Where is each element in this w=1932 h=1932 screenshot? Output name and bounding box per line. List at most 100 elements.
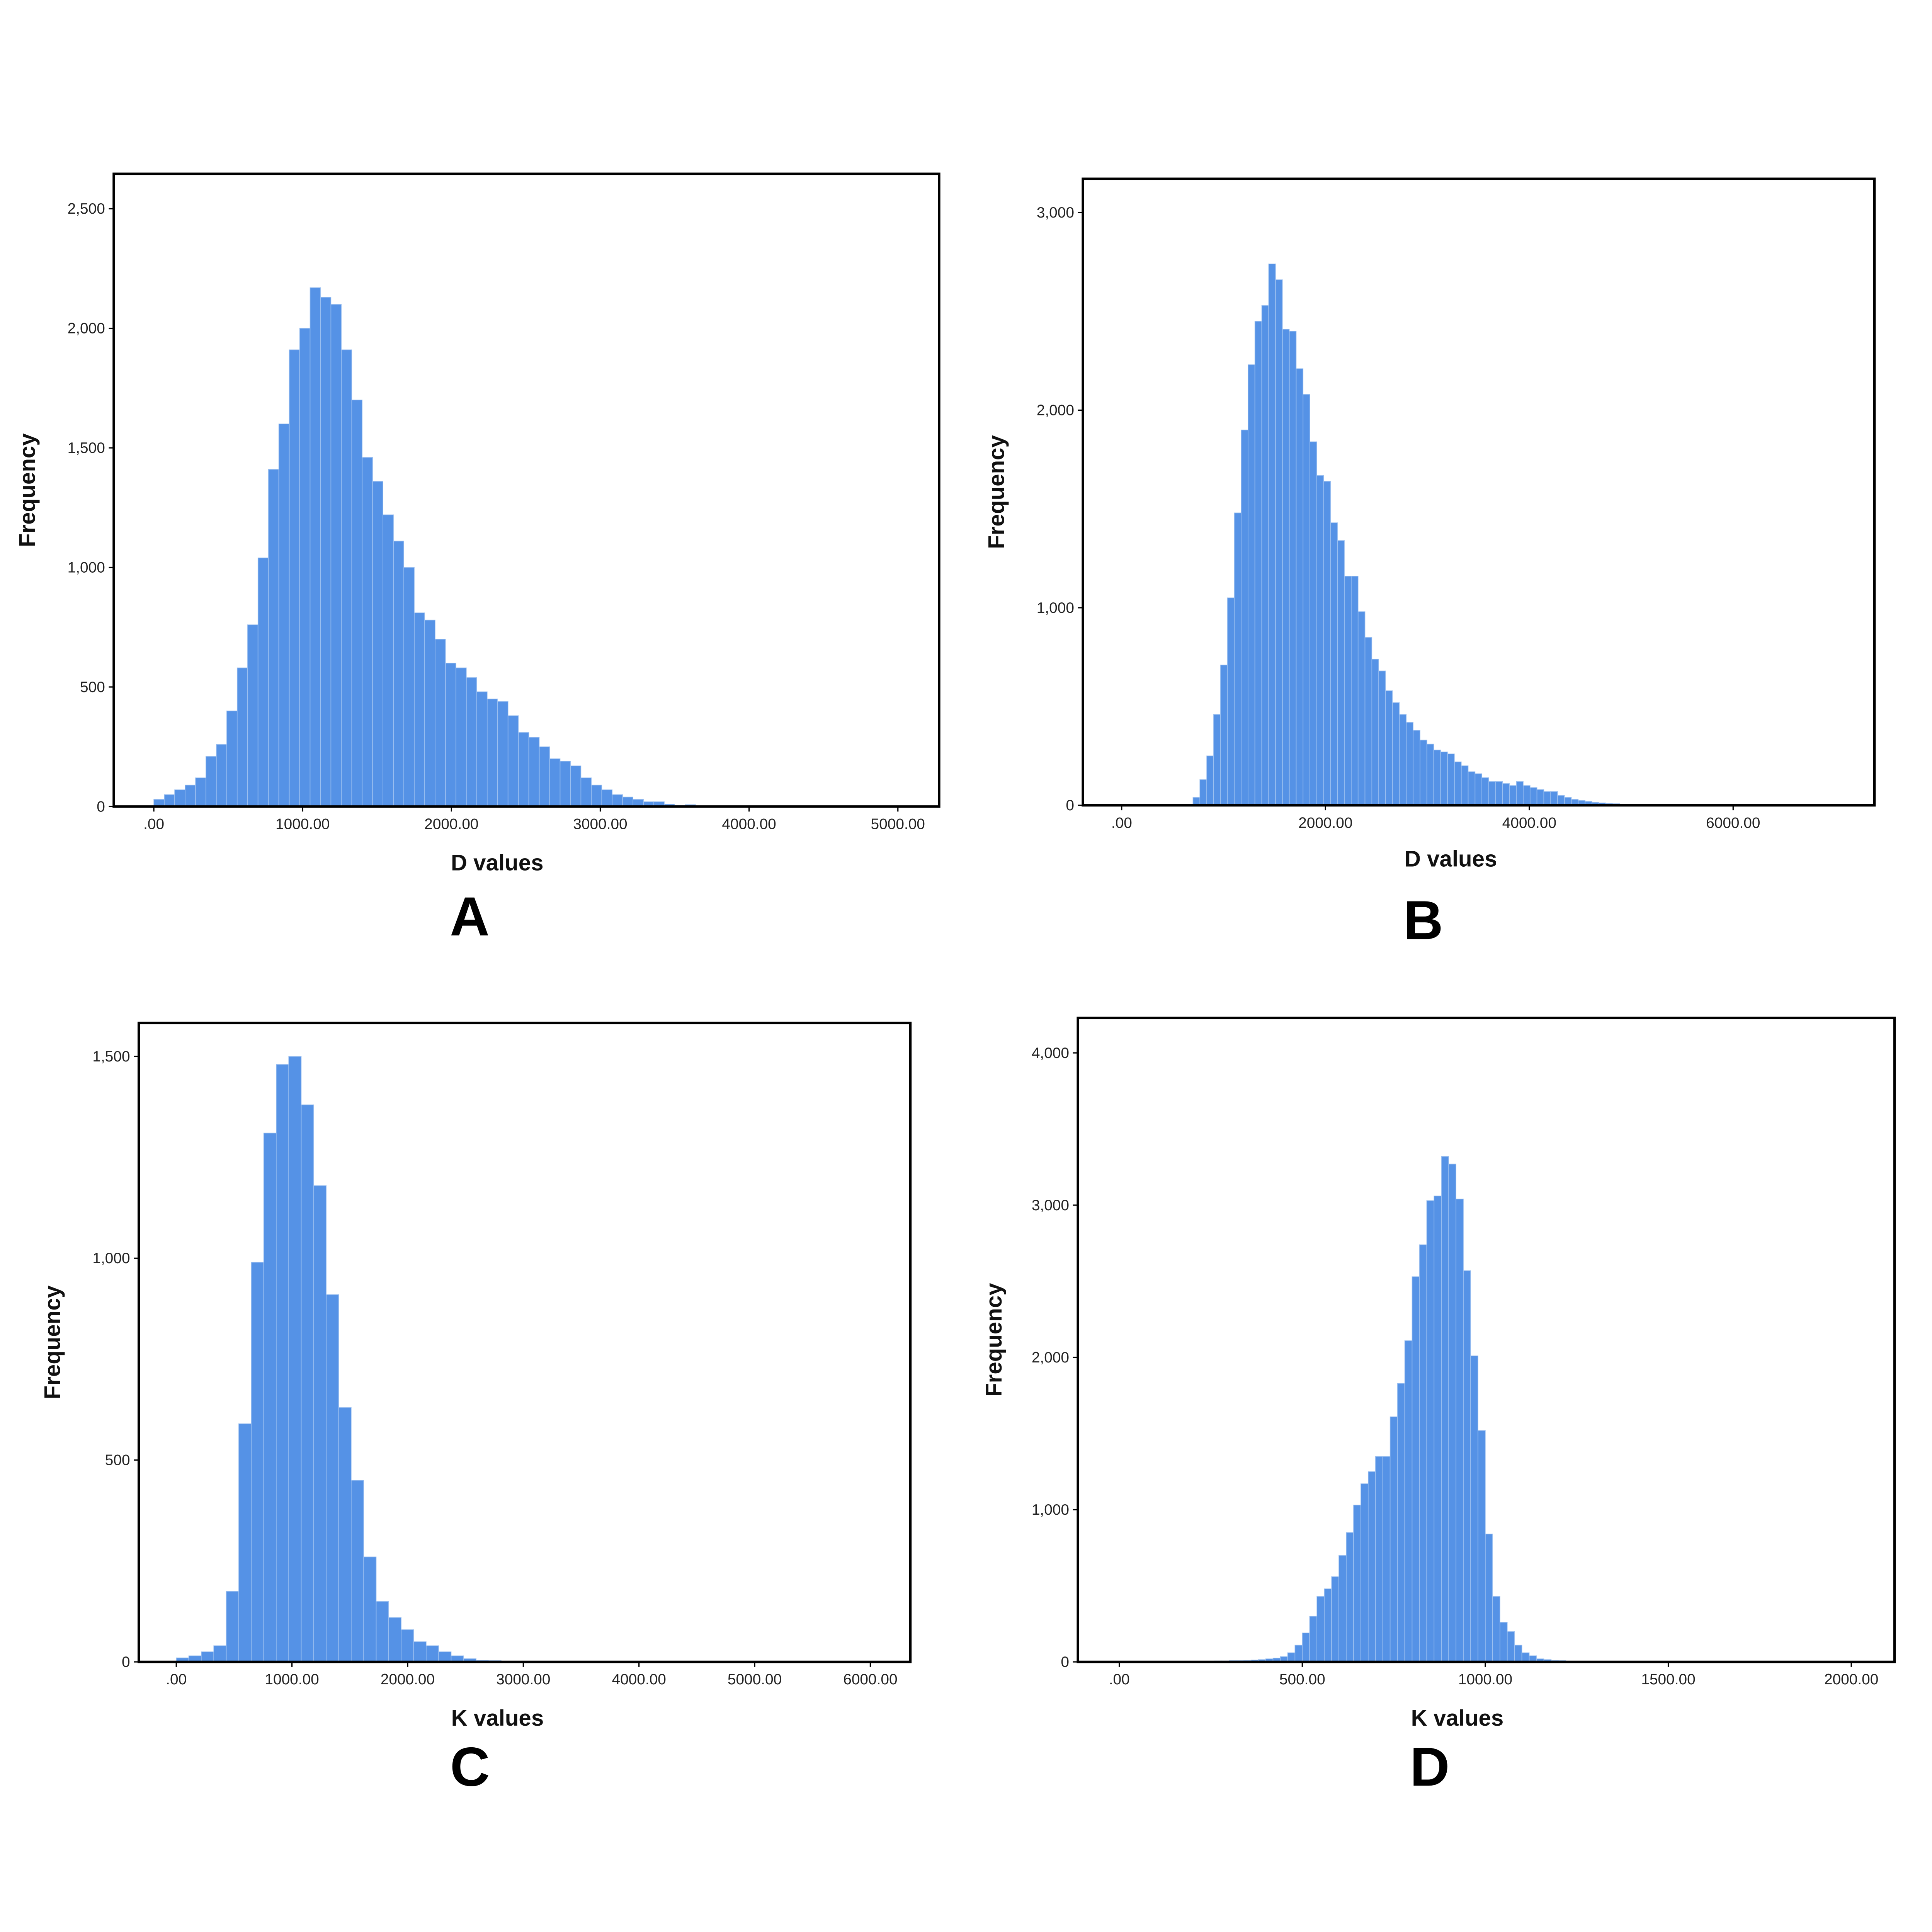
bar [1536,789,1544,806]
bar [1478,1430,1486,1662]
bar [401,1629,414,1662]
bar [1220,665,1228,806]
plot-frame [1077,1017,1896,1663]
bar [1330,522,1338,806]
bar [1302,1633,1310,1662]
bar [351,1480,364,1662]
bar [1461,765,1469,806]
y-tick-label: 3,000 [1032,1197,1069,1214]
bar [466,677,477,807]
bar [486,699,498,807]
x-tick-label: .00 [1109,1671,1130,1688]
y-tick-label: 1,000 [68,559,105,576]
bar [1399,714,1407,806]
bar [622,796,634,807]
bar [580,777,592,807]
bar [518,732,529,807]
bar [1412,1276,1420,1662]
x-tick-label: 5000.00 [728,1671,782,1688]
bar [1385,690,1393,806]
bar [1254,321,1262,806]
x-tick-label: .00 [166,1671,187,1688]
x-tick-label: 4000.00 [1502,815,1556,831]
bar [1475,773,1482,806]
bar [247,624,259,807]
x-tick-label: 2000.00 [1824,1671,1878,1688]
bar [1523,785,1531,806]
bar [1406,722,1413,806]
y-axis-title: Frequency [984,435,1009,549]
y-axis-title: Frequency [15,433,40,547]
x-tick-label: 2000.00 [1298,815,1352,831]
y-tick-label: 1,000 [1037,600,1074,616]
bar [1454,761,1462,806]
bar [445,663,456,807]
x-tick-label: .00 [1111,815,1132,831]
x-tick-label: 1000.00 [276,816,330,833]
bar [1485,1534,1493,1662]
bar [1447,753,1455,806]
bar [257,557,269,807]
bar [1488,781,1496,806]
y-tick-label: 0 [1066,797,1074,814]
bar [1492,1596,1500,1662]
bar [310,287,321,807]
bar [1521,1652,1530,1662]
bar [376,1601,389,1662]
bar [174,789,185,807]
bar [1397,1383,1405,1662]
x-tick-label: 1500.00 [1641,1671,1695,1688]
bar [1316,1596,1325,1662]
y-tick-label: 1,500 [68,440,105,456]
bar [201,1651,214,1662]
bar [185,784,196,807]
y-tick-label: 2,500 [68,201,105,217]
bar [1324,1588,1332,1662]
bar [560,760,571,807]
bar [1392,702,1400,806]
bar [226,1591,239,1662]
bar [1351,576,1359,806]
bar [213,1645,227,1662]
bar [1481,777,1489,806]
bar [216,744,227,807]
bar [1516,781,1524,806]
bar [403,567,415,807]
y-tick-label: 3,000 [1037,204,1074,221]
bar [226,711,238,807]
x-axis-title: D values [451,850,544,875]
plot-frame [137,1022,912,1663]
bar [1296,368,1304,806]
bar [236,667,248,807]
bar [1419,1244,1427,1662]
bar [1543,791,1551,806]
bar [313,1185,327,1662]
bar [278,423,290,807]
bar [164,794,175,807]
bar [301,1104,314,1662]
bar [1282,329,1290,806]
bar [1323,481,1331,806]
bar [330,304,342,807]
bar [288,1056,302,1662]
x-tick-label: 3000.00 [573,816,627,833]
bar [1213,714,1221,806]
y-tick-label: 500 [105,1452,130,1469]
bar [1509,785,1517,806]
x-tick-label: 2000.00 [381,1671,435,1688]
panel-label: B [1403,889,1443,951]
bar [1309,1616,1317,1662]
bar [1470,1355,1478,1662]
bar [1389,1416,1398,1662]
bar [263,1133,277,1662]
bar [1289,331,1297,806]
bar [1206,755,1214,806]
x-tick-label: 6000.00 [1706,815,1760,831]
bar [1337,540,1345,806]
bar [438,1651,452,1662]
bar [1404,1340,1413,1662]
bar [1261,305,1269,806]
x-axis-title: K values [451,1706,544,1731]
y-axis-title: Frequency [981,1283,1007,1397]
